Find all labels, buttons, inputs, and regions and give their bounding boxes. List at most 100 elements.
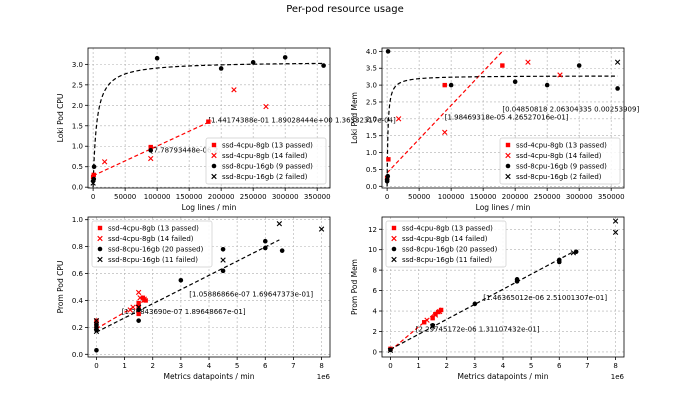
legend-entry: ssd-8cpu-16gb (20 passed) [108, 246, 204, 254]
series-1 [384, 63, 505, 181]
data-point [91, 172, 96, 178]
y-tick-label: 4 [373, 308, 378, 316]
x-tick-label: 250000 [240, 193, 267, 201]
x-tick-label: 3 [179, 362, 183, 370]
x-tick-label: 250000 [534, 193, 561, 201]
chart-panel-1: 0 50000 100000 150000 200000 250000 300000 3500… [56, 47, 396, 212]
y-tick-label: 2.0 [366, 115, 377, 123]
x-tick-label: 8 [319, 362, 323, 370]
data-point [141, 296, 147, 302]
legend-entry: ssd-8cpu-16gb (11 failed) [402, 256, 492, 264]
data-point [556, 257, 562, 263]
fit-annotation: [1.05886866e-07 1.69647373e-01] [189, 290, 313, 298]
data-point [432, 312, 439, 318]
y-axis-label: Loki Pod Mem [350, 92, 359, 144]
fit-line [96, 239, 280, 333]
series-2 [395, 59, 563, 136]
fit-annotation: [0.04850818 2.06304335 0.00253909] [502, 105, 639, 113]
fit-lines [390, 251, 574, 352]
data-point [218, 66, 224, 71]
y-tick-label: 6 [373, 287, 378, 295]
legend-marker [97, 235, 103, 242]
series-4 [90, 180, 96, 186]
data-point [263, 103, 269, 110]
x-tick-label: 7 [291, 362, 295, 370]
data-point [387, 347, 394, 354]
legend-marker [391, 235, 397, 242]
y-axis-label: Prom Pod Mem [350, 259, 359, 315]
data-point [130, 304, 136, 310]
data-point [91, 176, 97, 182]
x-tick-label: 100000 [144, 193, 171, 201]
y-tick-label: 8 [373, 267, 377, 275]
data-point [436, 309, 441, 315]
x-tick-label: 5 [529, 362, 533, 370]
data-point [279, 248, 285, 253]
data-point [514, 277, 520, 282]
chart-panel-2: 0 50000 100000 150000 200000 250000 300000 3500… [350, 47, 639, 212]
data-point [512, 79, 518, 85]
data-point [612, 218, 619, 224]
data-point [422, 320, 427, 325]
legend-marker [211, 142, 217, 148]
y-axis-label: Prom Pod CPU [56, 261, 65, 314]
x-tick-label: 50000 [408, 193, 430, 201]
legend-marker [211, 173, 217, 180]
legend-box [499, 137, 621, 185]
data-point [614, 59, 621, 65]
data-point [93, 328, 100, 335]
legend-box [205, 137, 327, 185]
fit-annotation: [1.26843690e-07 1.89648667e-01] [122, 308, 246, 316]
legend-entry: ssd-4cpu-8gb (14 failed) [108, 235, 194, 243]
data-point [436, 308, 443, 315]
fit-line [390, 307, 442, 352]
plot-frame [87, 47, 331, 189]
data-point [321, 63, 326, 68]
data-point [282, 55, 288, 60]
y-tick-label: 2.5 [366, 98, 377, 106]
series-4 [93, 221, 325, 335]
y-tick-label: 1.0 [72, 216, 83, 224]
data-point [148, 155, 154, 162]
fit-annotation: [1.98469318e-05 4.26527016e-01] [445, 114, 569, 122]
y-tick-label: 3.0 [72, 61, 83, 69]
y-tick-label: 2.5 [72, 81, 83, 89]
legend-entry: ssd-8cpu-16gb (11 failed) [108, 256, 198, 264]
data-point [148, 144, 153, 150]
x-tick-label: 5 [235, 362, 239, 370]
x-tick-label: 2 [444, 362, 448, 370]
series-2 [127, 289, 147, 313]
y-tick-label: 0 [373, 348, 377, 356]
data-point [385, 49, 391, 54]
fit-lines [386, 50, 618, 187]
data-point [318, 226, 325, 232]
x-tick-label: 8 [613, 362, 617, 370]
legend-marker [391, 225, 397, 231]
legend-box [385, 220, 507, 268]
data-point [430, 315, 435, 321]
plot-frame [87, 216, 331, 358]
data-point [148, 148, 154, 153]
data-point [136, 311, 141, 317]
x-axis-label: Log lines / min [476, 203, 531, 212]
y-tick-label: 2 [373, 328, 377, 336]
x-tick-label: 200000 [208, 193, 235, 201]
data-point [135, 304, 142, 310]
y-tick-label: 0.5 [366, 166, 377, 174]
x-tick-label: 4 [207, 362, 212, 370]
legend: ssd-4cpu-8gb (13 passed) ssd-4cpu-8gb (14… [499, 137, 621, 185]
legend-entry: ssd-4cpu-8gb (14 failed) [402, 235, 488, 243]
fit-annotation: [2.29745172e-06 1.31107432e-01] [416, 325, 540, 333]
legend-entry: ssd-8cpu-16gb (2 failed) [516, 173, 602, 181]
legend-marker [505, 142, 511, 148]
y-tick-label: 10 [368, 246, 377, 254]
legend-marker [505, 152, 511, 159]
y-axis-label: Loki Pod CPU [56, 94, 65, 143]
data-point [384, 177, 390, 182]
data-point [154, 55, 160, 61]
y-tick-label: 0.6 [72, 270, 84, 278]
y-tick-label: 0.4 [72, 297, 84, 305]
data-point [135, 289, 142, 296]
data-point [395, 116, 402, 122]
